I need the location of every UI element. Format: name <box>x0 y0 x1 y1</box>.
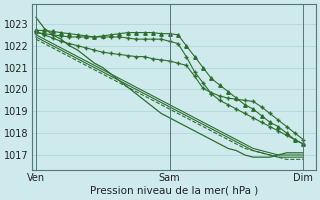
X-axis label: Pression niveau de la mer( hPa ): Pression niveau de la mer( hPa ) <box>90 186 258 196</box>
